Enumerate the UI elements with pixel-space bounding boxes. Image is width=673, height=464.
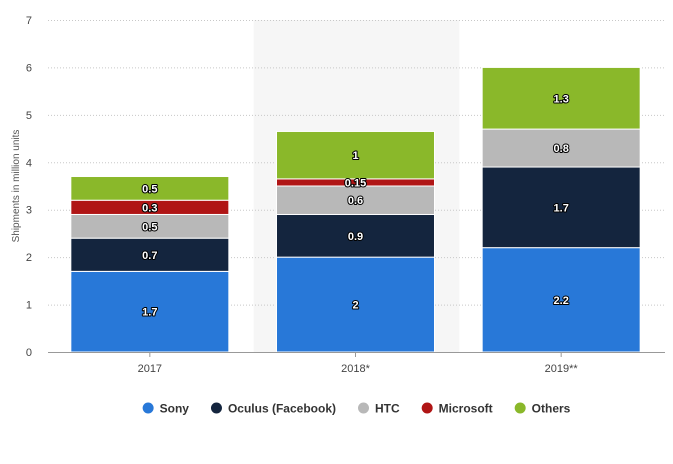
data-label: 0.8 xyxy=(554,143,569,155)
data-label: 0.5 xyxy=(142,183,157,195)
y-tick-label: 5 xyxy=(26,110,32,122)
legend-item[interactable]: HTC xyxy=(358,402,400,416)
data-label: 1.7 xyxy=(554,202,569,214)
data-label: 0.7 xyxy=(142,250,157,262)
legend-item[interactable]: Microsoft xyxy=(421,402,493,416)
data-label: 1.7 xyxy=(142,307,157,319)
legend-marker xyxy=(514,402,526,414)
y-axis-title: Shipments in million units xyxy=(11,130,22,243)
y-tick-label: 6 xyxy=(26,62,32,74)
legend-marker xyxy=(358,402,370,414)
legend-item[interactable]: Oculus (Facebook) xyxy=(210,402,336,416)
bar-segment xyxy=(276,185,435,215)
legend: Sony Oculus (Facebook) HTC Microsoft Others xyxy=(142,402,571,416)
y-tick-label: 0 xyxy=(26,347,32,359)
legend-label: Microsoft xyxy=(439,402,493,416)
bar-segment xyxy=(276,130,435,180)
data-label: 0.3 xyxy=(142,202,157,214)
data-label: 1 xyxy=(352,150,358,162)
legend-marker xyxy=(421,402,433,414)
bar-segment xyxy=(70,176,230,201)
data-label: 0.6 xyxy=(348,195,363,207)
y-tick-label: 4 xyxy=(26,157,32,169)
data-label: 1.3 xyxy=(554,93,569,105)
data-label: 0.9 xyxy=(348,231,363,243)
data-label: 2 xyxy=(352,300,358,312)
bar-segment xyxy=(481,128,641,168)
legend-label: HTC xyxy=(375,402,400,416)
y-tick-label: 1 xyxy=(26,300,32,312)
legend-label: Oculus (Facebook) xyxy=(228,402,336,416)
y-tick-label: 2 xyxy=(26,252,32,264)
bars xyxy=(70,66,641,353)
bar-segment xyxy=(276,256,435,353)
bar-segment xyxy=(481,166,641,249)
x-tick-label: 2018* xyxy=(341,363,370,375)
legend-item[interactable]: Others xyxy=(514,402,571,416)
axes: 0 1 2 3 4 5 6 7 2017 2018* 2019** xyxy=(26,15,665,375)
data-label: 0.15 xyxy=(345,177,366,189)
legend-label: Sony xyxy=(160,402,190,416)
x-tick-label: 2017 xyxy=(138,363,162,375)
data-label: 2.2 xyxy=(554,295,569,307)
bar-segment xyxy=(481,66,641,130)
data-labels: 1.7 0.7 0.5 0.3 0.5 2 0.9 0.6 0.15 1 2.2 1.7 0.8 1.3 xyxy=(141,92,570,319)
legend-label: Others xyxy=(532,402,571,416)
bar-segment xyxy=(481,247,641,353)
legend-marker xyxy=(210,402,222,414)
legend-marker xyxy=(142,402,154,414)
data-label: 0.5 xyxy=(142,221,157,233)
x-tick-label: 2019** xyxy=(545,363,579,375)
y-tick-label: 7 xyxy=(26,15,32,27)
bar-segment xyxy=(276,213,435,258)
bar-segment xyxy=(70,270,230,353)
y-tick-label: 3 xyxy=(26,205,32,217)
legend-item[interactable]: Sony xyxy=(142,402,190,416)
